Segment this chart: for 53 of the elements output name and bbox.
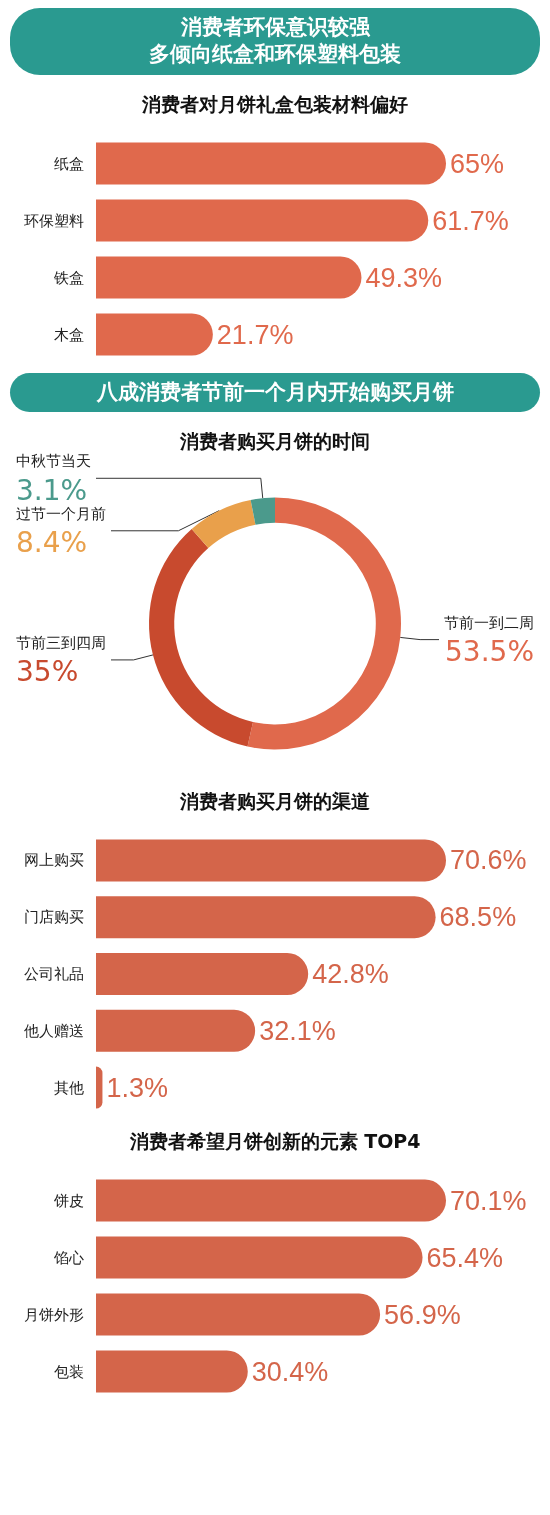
y-tick-label: 环保塑料 xyxy=(24,211,84,230)
bar xyxy=(96,952,309,995)
data-label: 68.5% xyxy=(439,902,517,933)
text: 消费者环保意识较强 xyxy=(179,14,371,41)
y-tick-label: 饼皮 xyxy=(53,1191,84,1210)
y-tick-label: 月饼外形 xyxy=(24,1305,84,1324)
bar xyxy=(96,1350,248,1393)
slice-label: 过节一个月前 xyxy=(16,504,106,523)
y-tick-label: 门店购买 xyxy=(24,908,84,927)
y-tick-label: 馅心 xyxy=(53,1248,84,1267)
bar xyxy=(96,896,436,939)
data-label: 49.3% xyxy=(365,262,443,293)
data-label: 8.4% xyxy=(16,526,88,560)
text: 多倾向纸盒和环保塑料包装 xyxy=(148,41,402,69)
data-label: 61.7% xyxy=(432,205,509,236)
bar xyxy=(96,839,446,882)
y-tick-label: 木盒 xyxy=(54,325,84,344)
data-label: 53.5% xyxy=(445,635,534,669)
y-tick-label: 包装 xyxy=(54,1362,84,1381)
y-tick-label: 其他 xyxy=(54,1078,84,1097)
text: 八成消费者节前一个月内开始购买月饼 xyxy=(95,378,455,406)
bar xyxy=(96,199,429,242)
data-label: 70.1% xyxy=(450,1185,527,1216)
bar xyxy=(96,1179,446,1222)
y-tick-label: 网上购买 xyxy=(24,851,84,870)
data-label: 65% xyxy=(450,148,505,179)
data-label: 30.4% xyxy=(251,1356,329,1387)
bar xyxy=(96,1236,423,1279)
bar xyxy=(96,313,213,356)
data-label: 35% xyxy=(16,655,79,689)
data-label: 32.1% xyxy=(259,1015,336,1046)
chart-title: 消费者对月饼礼盒包装材料偏好 xyxy=(141,92,408,115)
slice-label: 节前一到二周 xyxy=(444,613,534,632)
data-label: 42.8% xyxy=(312,958,389,989)
bar xyxy=(96,142,446,185)
chart-title: 消费者希望月饼创新的元素 TOP4 xyxy=(128,1129,421,1152)
data-label: 65.4% xyxy=(426,1242,504,1273)
bar xyxy=(96,1009,256,1052)
data-label: 70.6% xyxy=(450,845,527,876)
data-label: 1.3% xyxy=(106,1072,168,1103)
data-label: 56.9% xyxy=(384,1299,461,1330)
data-label: 21.7% xyxy=(216,319,294,350)
bar xyxy=(96,1293,381,1336)
slice-label: 节前三到四周 xyxy=(16,633,106,652)
y-tick-label: 纸盒 xyxy=(54,154,84,173)
data-label: 3.1% xyxy=(16,473,88,507)
y-tick-label: 他人赠送 xyxy=(24,1021,84,1040)
slice-label: 中秋节当天 xyxy=(16,452,91,471)
bar xyxy=(96,256,362,299)
y-tick-label: 公司礼品 xyxy=(24,964,84,983)
chart-title: 消费者购买月饼的渠道 xyxy=(179,789,370,812)
chart-title: 消费者购买月饼的时间 xyxy=(179,429,370,452)
y-tick-label: 铁盒 xyxy=(53,268,84,287)
